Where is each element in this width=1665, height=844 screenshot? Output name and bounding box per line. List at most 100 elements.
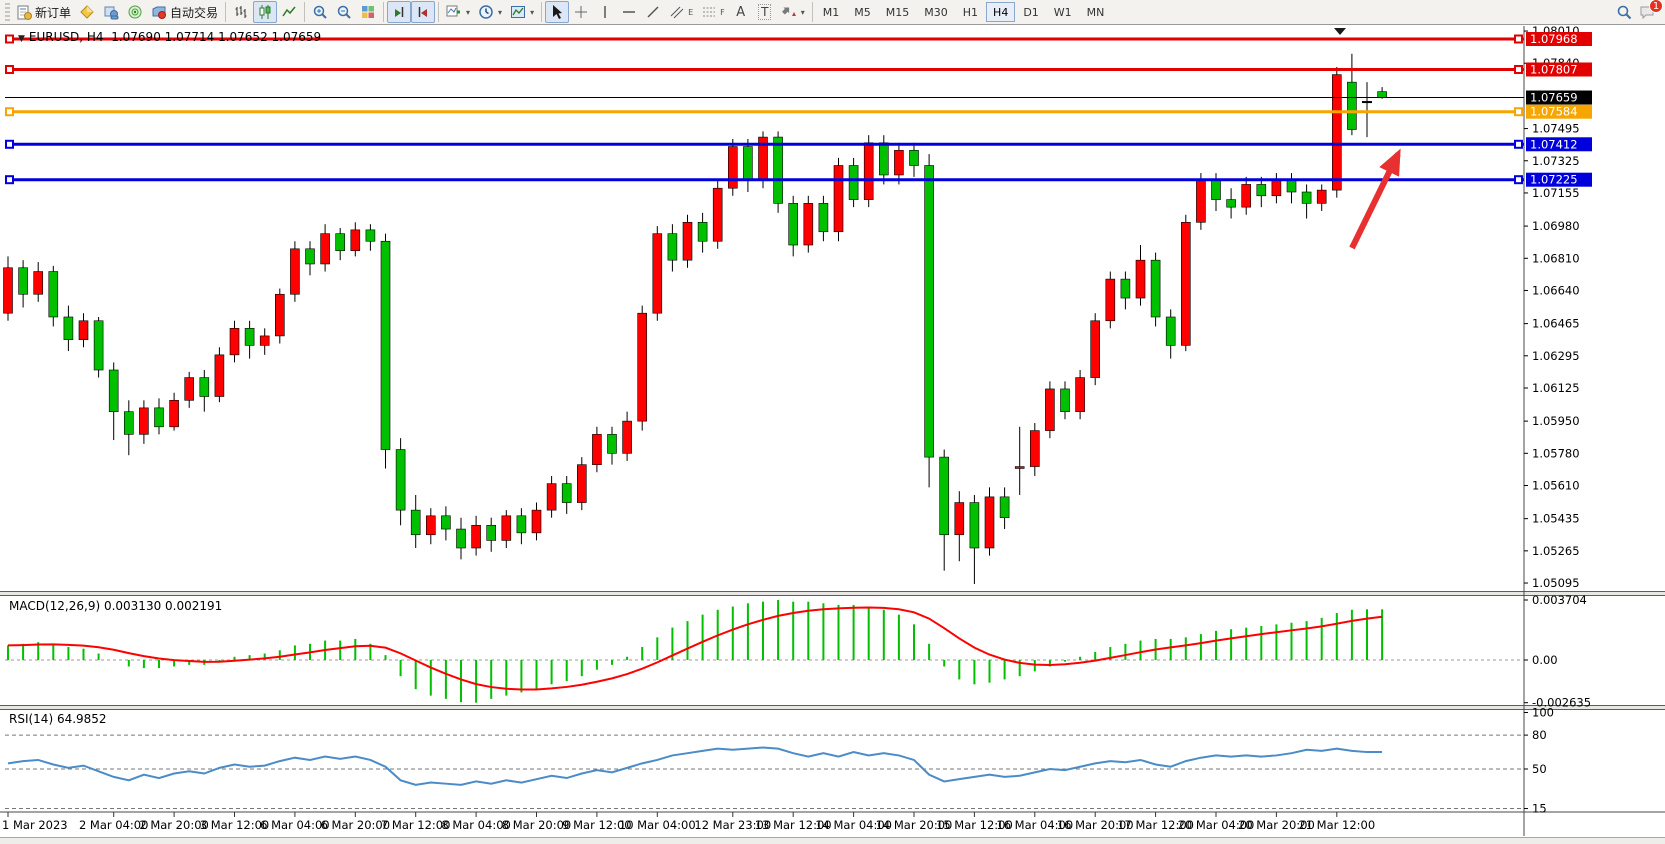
svg-text:10 Mar 04:00: 10 Mar 04:00 [619,818,696,832]
market-watch-button[interactable] [99,1,123,23]
horizontal-line-icon [621,4,637,20]
svg-text:6 Mar 20:00: 6 Mar 20:00 [321,818,390,832]
timeframe-bar: M1 M5 M15 M30 H1 H4 D1 W1 MN [816,2,1112,22]
indicators-button[interactable]: ▾ [442,1,474,23]
chart-shift-button[interactable] [411,1,436,23]
time-axis[interactable] [0,813,1665,837]
timeframe-M15[interactable]: M15 [885,5,910,19]
auto-trading-button[interactable]: 自动交易 [147,1,222,23]
chart-menu-caret-icon[interactable]: ▼ [18,34,25,44]
svg-text:1.07584: 1.07584 [1530,105,1578,119]
svg-text:1.05435: 1.05435 [1532,512,1580,526]
crosshair-icon [573,4,589,20]
timeframe-M30[interactable]: M30 [924,5,948,19]
search-icon[interactable] [1616,4,1633,21]
toolbar-separator [811,2,813,22]
dropdown-caret-icon: ▾ [530,7,535,17]
line-chart-icon [281,4,297,20]
horizontal-line-tool-button[interactable] [617,1,641,23]
bar-chart-type-button[interactable] [229,1,253,23]
timeframe-D1[interactable]: D1 [1023,5,1039,19]
dropdown-caret-icon: ▾ [498,7,503,17]
svg-text:1.06980: 1.06980 [1532,219,1580,233]
channel-tool-button[interactable]: E [665,1,697,23]
svg-text:16 Mar 20:00: 16 Mar 20:00 [1057,818,1134,832]
svg-text:1.06465: 1.06465 [1532,317,1580,331]
timeframe-M1[interactable]: M1 [822,5,840,19]
fibo-sub-label: F [720,7,725,17]
toolbar-grip [5,3,10,21]
zoom-out-button[interactable] [332,1,356,23]
timeframe-M5[interactable]: M5 [854,5,871,19]
auto-scroll-button[interactable] [387,1,412,23]
svg-text:1.06295: 1.06295 [1532,349,1580,363]
chart-shift-icon [415,4,431,20]
tile-windows-button[interactable] [356,1,380,23]
channel-sub-label: E [688,7,694,17]
svg-text:-0.002635: -0.002635 [1532,696,1591,710]
macd-indicator-label: MACD(12,26,9) 0.003130 0.002191 [9,599,223,613]
vertical-line-tool-button[interactable] [593,1,617,23]
timeframe-H1[interactable]: H1 [962,5,979,19]
cursor-tool-button[interactable] [545,1,570,23]
svg-text:1.07495: 1.07495 [1532,122,1580,136]
rsi-indicator-label: RSI(14) 64.9852 [9,712,107,726]
line-chart-type-button[interactable] [277,1,301,23]
svg-text:16 Mar 04:00: 16 Mar 04:00 [996,818,1073,832]
zoom-in-button[interactable] [308,1,332,23]
svg-text:1.06640: 1.06640 [1532,283,1580,297]
profiles-button[interactable] [75,1,99,23]
arrows-tool-button[interactable]: ▾ [777,1,809,23]
svg-text:1 Mar 2023: 1 Mar 2023 [2,818,68,832]
svg-text:8 Mar 20:00: 8 Mar 20:00 [502,818,571,832]
text-tool-button[interactable]: A [729,1,753,23]
auto-trading-icon [151,4,167,20]
svg-text:80: 80 [1532,728,1547,742]
timeframe-H4[interactable]: H4 [986,2,1016,22]
svg-text:1.05780: 1.05780 [1532,446,1580,460]
status-bar [0,837,1665,844]
label-tool-label: T [758,4,772,20]
svg-text:8 Mar 04:00: 8 Mar 04:00 [441,818,510,832]
timeframe-MN[interactable]: MN [1086,5,1105,19]
trendline-tool-button[interactable] [641,1,665,23]
toolbar-separator [225,2,227,22]
fibonacci-tool-button[interactable]: F [697,1,729,23]
timeframe-W1[interactable]: W1 [1053,5,1072,19]
svg-text:7 Mar 12:00: 7 Mar 12:00 [381,818,450,832]
toolbar-separator [304,2,306,22]
svg-text:1.07807: 1.07807 [1530,62,1578,76]
text-label-tool-button[interactable]: T [753,1,777,23]
macd-pane[interactable] [0,596,1665,705]
chart-title-symbol: EURUSD, H4 [28,30,104,44]
svg-text:1.07325: 1.07325 [1532,154,1580,168]
pane-separator[interactable] [0,591,1665,596]
svg-text:0.00: 0.00 [1532,653,1558,667]
templates-button[interactable]: ▾ [506,1,538,23]
svg-text:1.05265: 1.05265 [1532,544,1580,558]
svg-text:50: 50 [1532,762,1547,776]
toolbar-separator [541,2,543,22]
crosshair-tool-button[interactable] [569,1,593,23]
pane-separator[interactable] [0,705,1665,710]
svg-text:15: 15 [1532,802,1547,816]
auto-trading-label: 自动交易 [170,5,219,20]
candle-chart-type-button[interactable] [253,1,278,23]
text-tool-label: A [736,4,746,20]
svg-text:14 Mar 20:00: 14 Mar 20:00 [876,818,953,832]
svg-text:1.07968: 1.07968 [1530,32,1578,46]
navigator-radar-icon [127,4,143,20]
svg-text:21 Mar 12:00: 21 Mar 12:00 [1298,818,1375,832]
svg-text:15 Mar 12:00: 15 Mar 12:00 [936,818,1013,832]
vertical-line-icon [599,4,611,20]
new-order-button[interactable]: 新订单 [13,1,75,23]
svg-text:14 Mar 04:00: 14 Mar 04:00 [815,818,892,832]
svg-text:0.003704: 0.003704 [1532,593,1587,607]
notifications-icon[interactable]: 1 [1639,0,1663,20]
template-chart-icon [510,4,526,20]
svg-text:17 Mar 12:00: 17 Mar 12:00 [1117,818,1194,832]
periods-button[interactable]: ▾ [474,1,506,23]
navigator-button[interactable] [123,1,147,23]
svg-text:9 Mar 12:00: 9 Mar 12:00 [562,818,631,832]
